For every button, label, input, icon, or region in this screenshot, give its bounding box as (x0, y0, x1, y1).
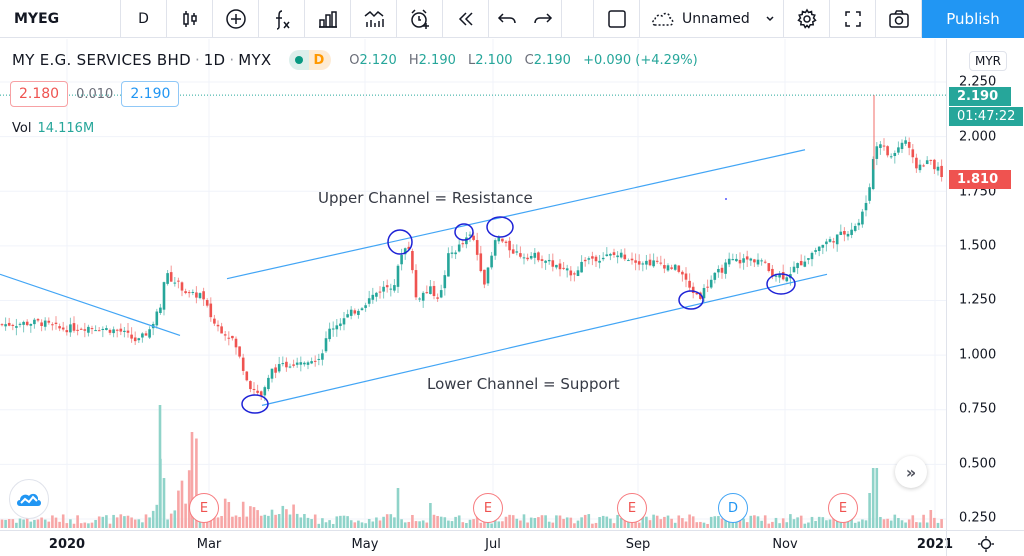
double-chevron-right-icon: » (905, 462, 917, 482)
financials-button[interactable] (305, 0, 351, 38)
time-tick: Sep (625, 537, 651, 552)
ohlc-values: O2.120 H2.190 L2.100 C2.190 +0.090 (+4.2… (349, 53, 705, 68)
open-value: 2.120 (359, 52, 397, 68)
chart-settings-corner-button[interactable] (946, 530, 1024, 556)
chevron-down-icon (766, 16, 774, 22)
price-tick: 0.750 (959, 401, 997, 417)
undo-button[interactable] (489, 0, 525, 38)
layout-selector[interactable]: Unnamed (640, 0, 784, 38)
time-tick: Jul (485, 537, 501, 552)
dividend-event-marker[interactable]: D (718, 493, 748, 523)
replay-button[interactable] (443, 0, 489, 38)
compare-plus-icon (225, 9, 246, 29)
last-price-tag: 2.190 (949, 87, 1011, 106)
symbol-label: MYEG (14, 11, 60, 27)
upper-channel-annotation[interactable]: Upper Channel = Resistance (318, 189, 533, 207)
indicators-button[interactable] (259, 0, 305, 38)
chart-legend: MY E.G. SERVICES BHD · 1D · MYX D O2.120… (12, 50, 706, 70)
price-axis[interactable]: MYR 2.250 2.000 1.750 1.500 1.250 1.000 … (946, 39, 1024, 530)
time-tick: 2020 (48, 537, 86, 552)
publish-label: Publish (946, 10, 1000, 28)
price-tick: 1.500 (959, 238, 997, 254)
alert-add-icon (410, 9, 429, 29)
time-tick: Nov (772, 537, 798, 552)
high-value: 2.190 (418, 52, 456, 68)
time-tick: 2021 (916, 537, 954, 552)
undo-icon (497, 13, 516, 24)
sun-settings-icon (977, 535, 994, 552)
redo-icon (534, 13, 553, 24)
open-key: O (349, 52, 360, 68)
legend-timeframe: 1D (203, 51, 226, 69)
market-open-dot-icon (289, 50, 310, 70)
delayed-label: D (309, 50, 332, 70)
high-key: H (408, 52, 419, 68)
lower-channel-annotation[interactable]: Lower Channel = Support (427, 375, 620, 393)
volume-legend: Vol 14.116M (12, 121, 94, 136)
price-tick: 1.250 (959, 292, 997, 308)
toolbar-spacer (562, 0, 594, 37)
cloud-icon (652, 12, 674, 26)
square-icon (607, 10, 626, 28)
price-marker-tag: 1.810 (949, 170, 1011, 189)
price-tick: 1.000 (959, 347, 997, 363)
scroll-to-realtime-button[interactable]: » (895, 456, 927, 488)
price-tick: 0.250 (959, 510, 997, 526)
volume-value: 14.116M (37, 121, 95, 136)
low-value: 2.100 (475, 52, 513, 68)
top-toolbar: MYEG D Unnamed (0, 0, 1024, 38)
price-tick: 2.000 (959, 129, 997, 145)
legend-separator: · (229, 51, 235, 69)
earnings-event-marker[interactable]: E (828, 493, 858, 523)
volume-label: Vol (12, 121, 32, 136)
buy-button[interactable]: 2.190 (121, 81, 180, 107)
spread-value: 0.010 (76, 86, 114, 102)
fullscreen-button[interactable] (830, 0, 876, 38)
symbol-search-button[interactable]: MYEG (0, 0, 121, 38)
time-tick: May (351, 537, 379, 552)
layout-name: Unnamed (682, 11, 750, 27)
fullscreen-box-button[interactable] (594, 0, 640, 38)
price-chart-canvas[interactable] (0, 39, 946, 530)
compare-symbol-button[interactable] (213, 0, 259, 38)
change-value: +0.090 (+4.29%) (583, 52, 698, 68)
snapshot-button[interactable] (876, 0, 922, 38)
redo-button[interactable] (525, 0, 561, 38)
indicators-fx-icon (275, 10, 290, 30)
price-tick: 0.500 (959, 456, 997, 472)
earnings-event-marker[interactable]: E (473, 493, 503, 523)
legend-symbol-title: MY E.G. SERVICES BHD (12, 51, 191, 69)
time-axis[interactable]: 2020 Mar May Jul Sep Nov 2021 (0, 530, 953, 556)
earnings-event-marker[interactable]: E (617, 493, 647, 523)
legend-exchange: MYX (238, 51, 272, 69)
close-value: 2.190 (533, 52, 571, 68)
candles-icon (182, 11, 197, 27)
legend-separator: · (194, 51, 200, 69)
tradingview-logo-button[interactable] (9, 479, 49, 519)
camera-icon (888, 10, 909, 28)
market-status-pill[interactable]: D (289, 50, 332, 70)
add-alert-button[interactable] (397, 0, 443, 38)
interval-button[interactable]: D (121, 0, 167, 38)
replay-icon (458, 12, 473, 26)
earnings-event-marker[interactable]: E (189, 493, 219, 523)
publish-button[interactable]: Publish (922, 0, 1024, 38)
interval-label: D (138, 11, 149, 27)
settings-button[interactable] (784, 0, 830, 38)
fullscreen-icon (844, 11, 861, 27)
price-tick: 2.250 (959, 74, 997, 90)
time-tick: Mar (196, 537, 222, 552)
settings-gear-icon (796, 8, 817, 29)
cloud-logo-icon (17, 493, 41, 506)
low-key: L (468, 52, 476, 68)
close-key: C (524, 52, 534, 68)
templates-button[interactable] (351, 0, 397, 38)
sell-button[interactable]: 2.180 (10, 81, 69, 107)
buy-sell-panel: 2.180 0.010 2.190 (10, 81, 180, 107)
currency-label[interactable]: MYR (969, 51, 1008, 71)
chart-style-button[interactable] (167, 0, 213, 38)
templates-icon (364, 10, 384, 27)
financials-icon (318, 11, 337, 28)
bar-countdown-tag: 01:47:22 (949, 107, 1023, 126)
